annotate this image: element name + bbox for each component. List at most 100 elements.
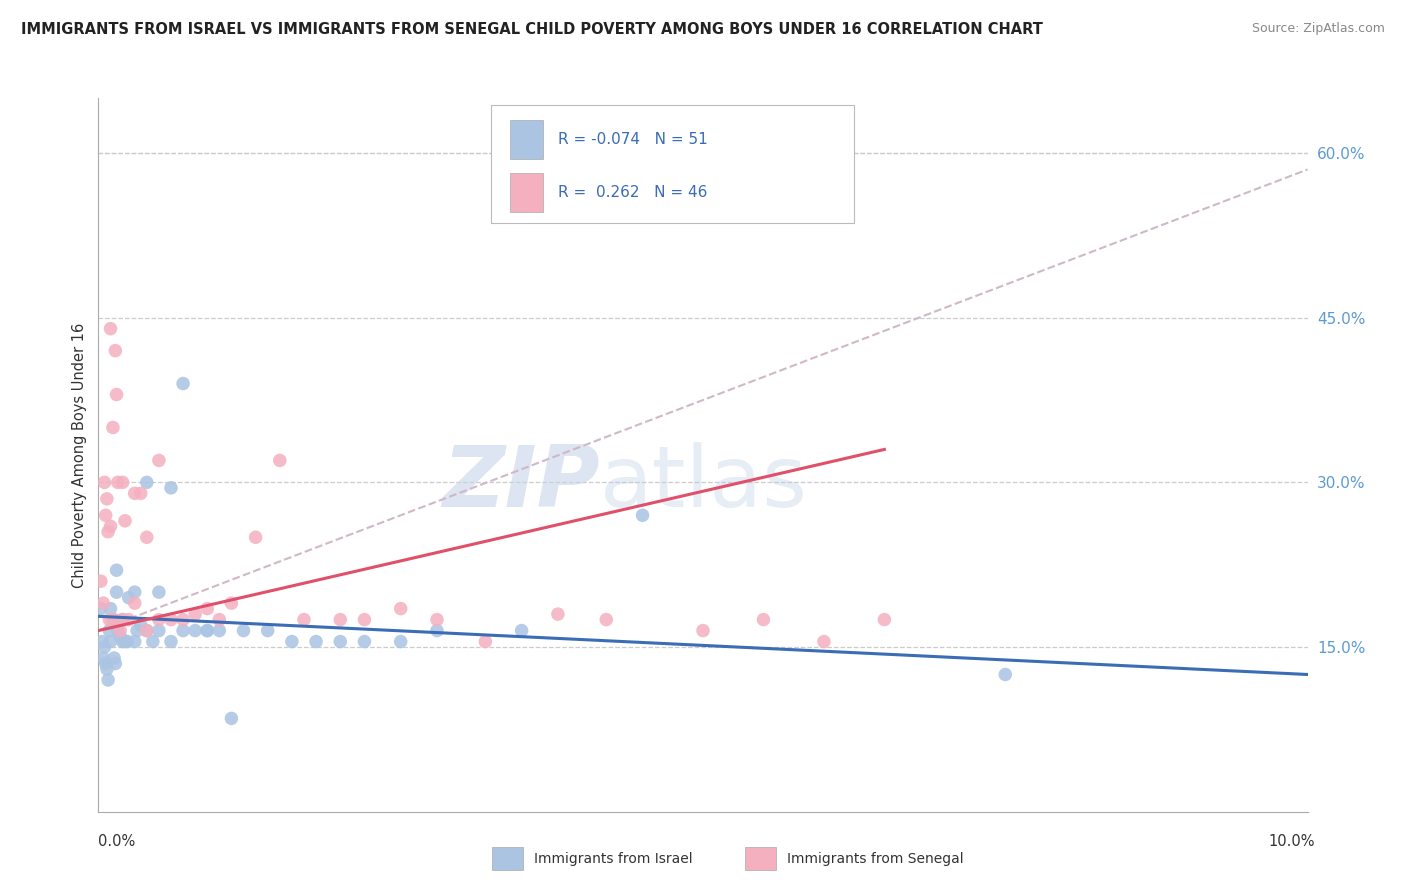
Point — [135, 624, 157, 638]
Point — [353, 613, 375, 627]
Point — [208, 613, 231, 627]
Point — [873, 613, 896, 627]
Point — [96, 491, 118, 506]
Bar — [509, 120, 543, 159]
Point — [292, 613, 315, 627]
Point — [245, 530, 267, 544]
Point — [100, 519, 122, 533]
Point — [994, 667, 1017, 681]
Point — [813, 634, 835, 648]
Point — [281, 634, 304, 648]
Point — [329, 613, 352, 627]
Point — [692, 624, 714, 638]
Point — [142, 634, 165, 648]
Point — [148, 624, 170, 638]
Point — [94, 657, 117, 671]
Point — [97, 673, 120, 687]
Point — [172, 624, 194, 638]
Point — [129, 618, 152, 632]
Point — [127, 624, 149, 638]
Point — [184, 607, 207, 621]
Text: 10.0%: 10.0% — [1268, 834, 1315, 849]
Point — [104, 657, 127, 671]
Text: Immigrants from Israel: Immigrants from Israel — [534, 852, 693, 865]
Point — [595, 613, 617, 627]
Point — [172, 613, 194, 627]
Point — [104, 343, 127, 358]
Point — [91, 596, 114, 610]
Point — [148, 585, 170, 599]
Point — [105, 585, 128, 599]
FancyBboxPatch shape — [492, 105, 855, 223]
Point — [172, 376, 194, 391]
Text: ZIP: ZIP — [443, 442, 600, 525]
Text: atlas: atlas — [600, 442, 808, 525]
Point — [111, 475, 134, 490]
Point — [111, 634, 134, 648]
Point — [389, 634, 412, 648]
Point — [98, 624, 121, 638]
Point — [160, 613, 183, 627]
Point — [256, 624, 278, 638]
Point — [98, 613, 121, 627]
Text: Immigrants from Senegal: Immigrants from Senegal — [787, 852, 965, 865]
Point — [148, 453, 170, 467]
Point — [114, 514, 136, 528]
Point — [90, 574, 112, 589]
Text: Source: ZipAtlas.com: Source: ZipAtlas.com — [1251, 22, 1385, 36]
Point — [90, 601, 112, 615]
Point — [97, 524, 120, 539]
Point — [752, 613, 775, 627]
Point — [105, 563, 128, 577]
Point — [195, 624, 218, 638]
Point — [184, 624, 207, 638]
Point — [353, 634, 375, 648]
Point — [91, 651, 114, 665]
Point — [91, 634, 114, 648]
Point — [107, 475, 129, 490]
Point — [114, 634, 136, 648]
Point — [389, 601, 412, 615]
Point — [305, 634, 328, 648]
Text: R =  0.262   N = 46: R = 0.262 N = 46 — [558, 186, 707, 200]
Bar — [509, 173, 543, 212]
Point — [108, 629, 131, 643]
Point — [124, 596, 146, 610]
Point — [118, 591, 141, 605]
Point — [148, 613, 170, 627]
Point — [221, 596, 243, 610]
Point — [426, 624, 449, 638]
Point — [129, 486, 152, 500]
Point — [101, 613, 124, 627]
Point — [135, 530, 157, 544]
Point — [111, 613, 134, 627]
Point — [93, 475, 115, 490]
Point — [195, 624, 218, 638]
Point — [96, 662, 118, 676]
Point — [135, 624, 157, 638]
Point — [426, 613, 449, 627]
Point — [124, 585, 146, 599]
Point — [100, 601, 122, 615]
Point — [195, 601, 218, 615]
Point — [160, 481, 183, 495]
Point — [100, 321, 122, 335]
Point — [111, 613, 134, 627]
Point — [124, 486, 146, 500]
Point — [221, 711, 243, 725]
Point — [329, 634, 352, 648]
Point — [103, 613, 125, 627]
Point — [547, 607, 569, 621]
Point — [94, 508, 117, 523]
Point — [474, 634, 496, 648]
Point — [232, 624, 254, 638]
Point — [105, 387, 128, 401]
Point — [100, 634, 122, 648]
Point — [510, 624, 533, 638]
Point — [135, 475, 157, 490]
Point — [108, 624, 131, 638]
Text: IMMIGRANTS FROM ISRAEL VS IMMIGRANTS FROM SENEGAL CHILD POVERTY AMONG BOYS UNDER: IMMIGRANTS FROM ISRAEL VS IMMIGRANTS FRO… — [21, 22, 1043, 37]
Point — [93, 640, 115, 654]
Text: R = -0.074   N = 51: R = -0.074 N = 51 — [558, 132, 707, 146]
Point — [103, 651, 125, 665]
